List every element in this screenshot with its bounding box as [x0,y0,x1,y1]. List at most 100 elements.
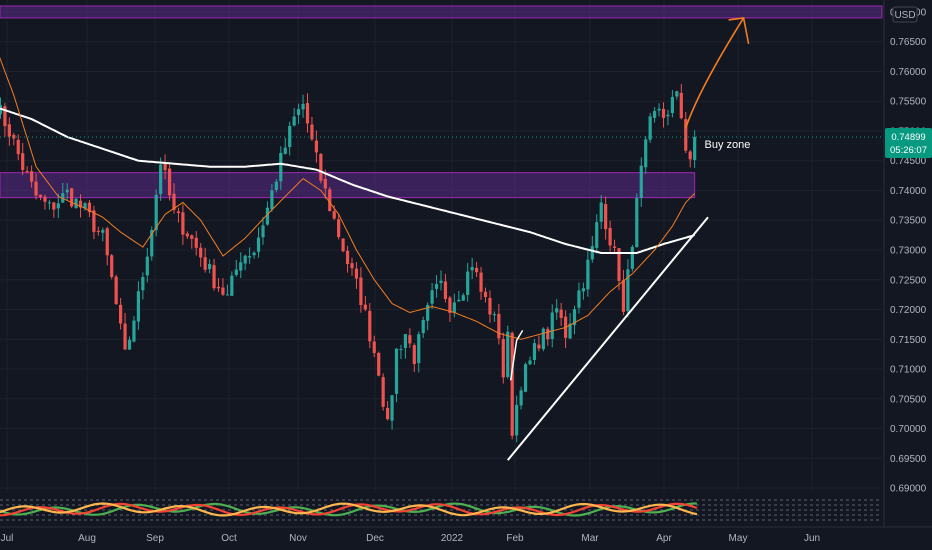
candle-body [550,312,554,339]
candle-body [319,153,323,181]
candle-body [461,295,465,301]
candle-body [648,116,652,140]
candle-body [154,194,158,231]
time-axis[interactable]: Jul Aug Sep Oct Nov Dec 2022 Feb Mar Apr May Jun [0,526,932,550]
candle-body [132,320,136,342]
currency-badge[interactable] [892,6,918,23]
candle-body [661,108,666,118]
drawings: Buy zone [0,17,882,461]
candle-body [479,272,483,292]
candle-body [208,264,212,270]
price-tick-label: 0.72500 [890,275,927,286]
candle-body [644,139,648,168]
candle-body [653,111,657,118]
candle-body [47,202,51,204]
candle-body [314,140,318,153]
candle-body [345,250,350,264]
price-tick-label: 0.75500 [890,97,927,108]
price-tick-label: 0.69500 [890,454,927,465]
price-axis[interactable]: 0.770000.765000.760000.755000.750000.745… [883,0,932,550]
last-price-value: 0.74899 [891,132,925,143]
candle-body [176,211,181,214]
bar-countdown: 05:26:07 [890,145,927,156]
sma200-line [0,107,695,254]
price-tick-label: 0.71500 [890,335,927,346]
time-tick-label: May [729,533,748,544]
candle-body [337,219,341,237]
candle-body [363,304,367,310]
candle-body [488,297,492,315]
candle-body [532,343,537,360]
candle-body [30,171,34,182]
candle-body [519,390,523,406]
candle-body [412,345,416,365]
candle-body [590,246,594,260]
candle-body [230,275,234,296]
candle-body [239,262,243,271]
candle-body [497,313,501,339]
candle-body [386,407,390,420]
candle-body [34,181,38,196]
candle-body [501,339,505,378]
price-tick-label: 0.72000 [890,305,927,316]
candle-body [332,211,336,219]
candle-body [310,124,314,140]
candle-body [399,349,403,351]
candle-body [279,152,283,182]
candle-body [377,352,381,376]
candle-body [78,200,83,208]
candle-body [693,136,697,161]
candle-body [483,291,488,298]
price-tick-label: 0.69000 [890,484,927,495]
candle-body [181,212,185,235]
candle-body [127,339,132,350]
candle-body [675,91,679,97]
candle-body [3,106,7,127]
candle-body [626,269,630,312]
candle-body [105,228,109,256]
time-tick-label: Dec [366,533,384,544]
candle-body [248,256,252,258]
candle-body [492,314,496,316]
candle-body [150,230,154,257]
candle-body [452,302,456,313]
candle-body [7,124,11,137]
candle-body [119,304,123,324]
trendline [506,216,709,461]
candle-body [510,332,514,436]
upper-resistance-zone [0,5,883,19]
candle-body [297,109,301,116]
candle-body [92,210,96,232]
candle-body [612,246,617,248]
time-tick-label: Jun [804,533,820,544]
candle-body [657,108,661,111]
projection-arrow [684,17,745,129]
candle-body [203,257,207,270]
candle-body [408,335,412,344]
candle-body [145,256,149,276]
candle-body [581,288,585,292]
candle-body [439,280,443,283]
price-tick-label: 0.70500 [890,394,927,405]
time-tick-label: 2022 [441,533,464,544]
candle-body [136,291,140,322]
buy-zone-label: Buy zone [705,139,751,151]
time-axis-bg [0,527,932,550]
candle-body [368,310,372,342]
candle-body [194,237,198,248]
price-tick-label: 0.70000 [890,424,927,435]
price-tick-label: 0.73500 [890,216,927,227]
candle-body [243,255,247,264]
candle-body [159,164,163,195]
candle-body [225,294,229,296]
projection-arrowhead [728,17,750,45]
candle-body [546,328,550,340]
candle-body [523,364,528,392]
price-tick-label: 0.74000 [890,186,927,197]
candle-body [163,163,167,171]
time-tick-label: Apr [656,533,672,544]
candle-body [684,119,688,151]
oscillator-line [0,502,697,517]
candle-body [21,153,25,170]
